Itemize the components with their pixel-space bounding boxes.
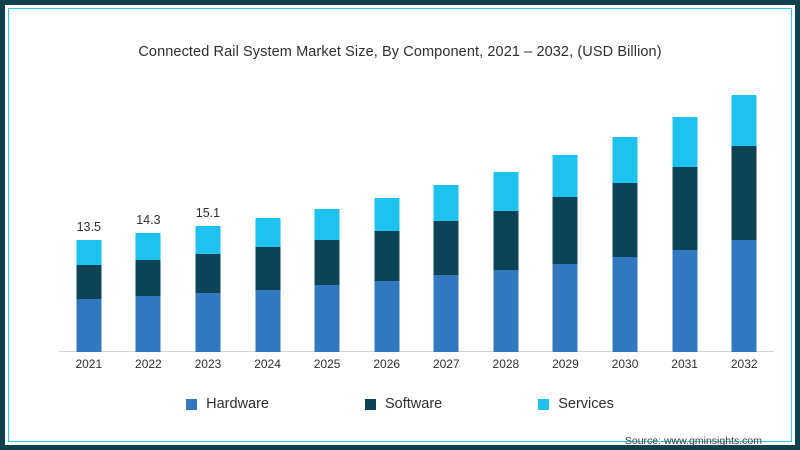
bar-segment-software[interactable] <box>135 259 161 297</box>
chart-plate: Connected Rail System Market Size, By Co… <box>14 14 786 447</box>
bar-stack[interactable] <box>195 226 221 352</box>
legend-label: Hardware <box>206 396 269 412</box>
bar-group[interactable]: 15.1 <box>178 94 238 352</box>
bar-segment-software[interactable] <box>731 145 757 241</box>
bar-segment-software[interactable] <box>314 239 340 286</box>
bar-segment-hardware[interactable] <box>314 285 340 352</box>
bar-value-label: 14.3 <box>136 213 161 227</box>
bar-stack[interactable] <box>76 239 102 352</box>
bar-stack[interactable] <box>493 172 519 352</box>
bar-segment-services[interactable] <box>552 154 578 198</box>
bar-segment-services[interactable] <box>493 172 519 211</box>
bar-segment-hardware[interactable] <box>76 298 102 352</box>
bar-segment-software[interactable] <box>493 210 519 271</box>
bar-segment-hardware[interactable] <box>135 296 161 352</box>
bar-group[interactable] <box>297 94 357 352</box>
bar-segment-software[interactable] <box>255 247 281 290</box>
x-tick-2024: 2024 <box>254 357 281 371</box>
bar-segment-services[interactable] <box>672 117 698 168</box>
bar-group[interactable]: 13.5 <box>59 94 119 352</box>
bar-segment-services[interactable] <box>612 137 638 184</box>
bar-stack[interactable] <box>374 198 400 352</box>
legend-swatch-icon <box>186 398 198 410</box>
bar-group[interactable] <box>476 94 536 352</box>
bar-segment-hardware[interactable] <box>672 249 698 352</box>
x-tick-2028: 2028 <box>492 357 520 371</box>
bar-segment-software[interactable] <box>76 265 102 299</box>
bar-segment-hardware[interactable] <box>255 289 281 352</box>
bar-segment-services[interactable] <box>76 239 102 266</box>
x-tick-2023: 2023 <box>194 357 222 371</box>
bar-value-label: 13.5 <box>76 219 101 234</box>
bar-stack[interactable] <box>135 233 161 352</box>
bar-segment-services[interactable] <box>433 184 459 221</box>
x-tick-2032: 2032 <box>730 357 758 371</box>
plot-area: 13.5 14.3 15.1 <box>59 94 774 352</box>
legend-item-services[interactable]: Services <box>538 396 614 412</box>
x-axis-line <box>59 351 774 352</box>
bar-segment-services[interactable] <box>731 94 757 146</box>
bar-stack[interactable] <box>433 184 459 352</box>
bar-segment-software[interactable] <box>374 231 400 282</box>
bar-stack[interactable] <box>314 208 340 352</box>
bar-segment-hardware[interactable] <box>374 281 400 352</box>
legend-label: Software <box>385 396 443 412</box>
x-tick-2031: 2031 <box>671 357 698 371</box>
bar-stack[interactable] <box>731 94 757 352</box>
x-tick-2025: 2025 <box>313 357 341 371</box>
bar-segment-services[interactable] <box>135 233 161 260</box>
bar-segment-hardware[interactable] <box>433 275 459 352</box>
source-credit: Source: www.gminsights.com <box>624 435 762 447</box>
bar-segment-services[interactable] <box>255 218 281 248</box>
bar-segment-hardware[interactable] <box>493 270 519 352</box>
bar-segment-software[interactable] <box>612 183 638 258</box>
bar-group[interactable] <box>714 94 774 352</box>
bar-group[interactable] <box>595 94 655 352</box>
x-tick-2027: 2027 <box>432 357 460 371</box>
bar-group[interactable]: 14.3 <box>119 94 179 352</box>
bar-group[interactable] <box>417 94 477 352</box>
bar-stack[interactable] <box>672 117 698 352</box>
bar-segment-hardware[interactable] <box>195 292 221 352</box>
chart-legend: Hardware Software Services <box>14 396 786 412</box>
x-tick-2029: 2029 <box>552 357 579 371</box>
bar-segment-software[interactable] <box>433 220 459 276</box>
x-tick-2021: 2021 <box>75 357 103 371</box>
legend-swatch-icon <box>365 398 376 410</box>
legend-item-hardware[interactable]: Hardware <box>186 396 269 412</box>
bar-segment-software[interactable] <box>552 197 578 264</box>
x-tick-2022: 2022 <box>135 357 162 371</box>
bar-value-label: 15.1 <box>195 206 221 221</box>
bar-segment-software[interactable] <box>672 167 698 250</box>
bar-segment-services[interactable] <box>374 198 400 232</box>
bar-group[interactable] <box>357 94 417 352</box>
bar-segment-hardware[interactable] <box>731 240 757 352</box>
bar-segment-services[interactable] <box>314 208 340 240</box>
bar-segment-services[interactable] <box>195 226 221 254</box>
bar-group[interactable] <box>238 94 298 352</box>
legend-swatch-icon <box>538 398 550 410</box>
legend-item-software[interactable]: Software <box>365 396 442 412</box>
bar-segment-hardware[interactable] <box>612 257 638 352</box>
bar-segment-software[interactable] <box>195 253 221 293</box>
bar-segment-hardware[interactable] <box>552 263 578 352</box>
chart-title: Connected Rail System Market Size, By Co… <box>138 44 662 60</box>
x-axis-tick-labels: 2021 2022 2023 2024 2025 2026 2027 2028 2029 2030… <box>59 357 774 377</box>
bar-stack[interactable] <box>612 137 638 352</box>
bar-group[interactable] <box>655 94 715 352</box>
bar-stack[interactable] <box>552 154 578 352</box>
x-tick-2030: 2030 <box>611 357 639 371</box>
bar-group[interactable] <box>536 94 596 352</box>
x-tick-2026: 2026 <box>373 357 401 371</box>
legend-label: Services <box>558 396 614 412</box>
bar-stack[interactable] <box>255 218 281 352</box>
